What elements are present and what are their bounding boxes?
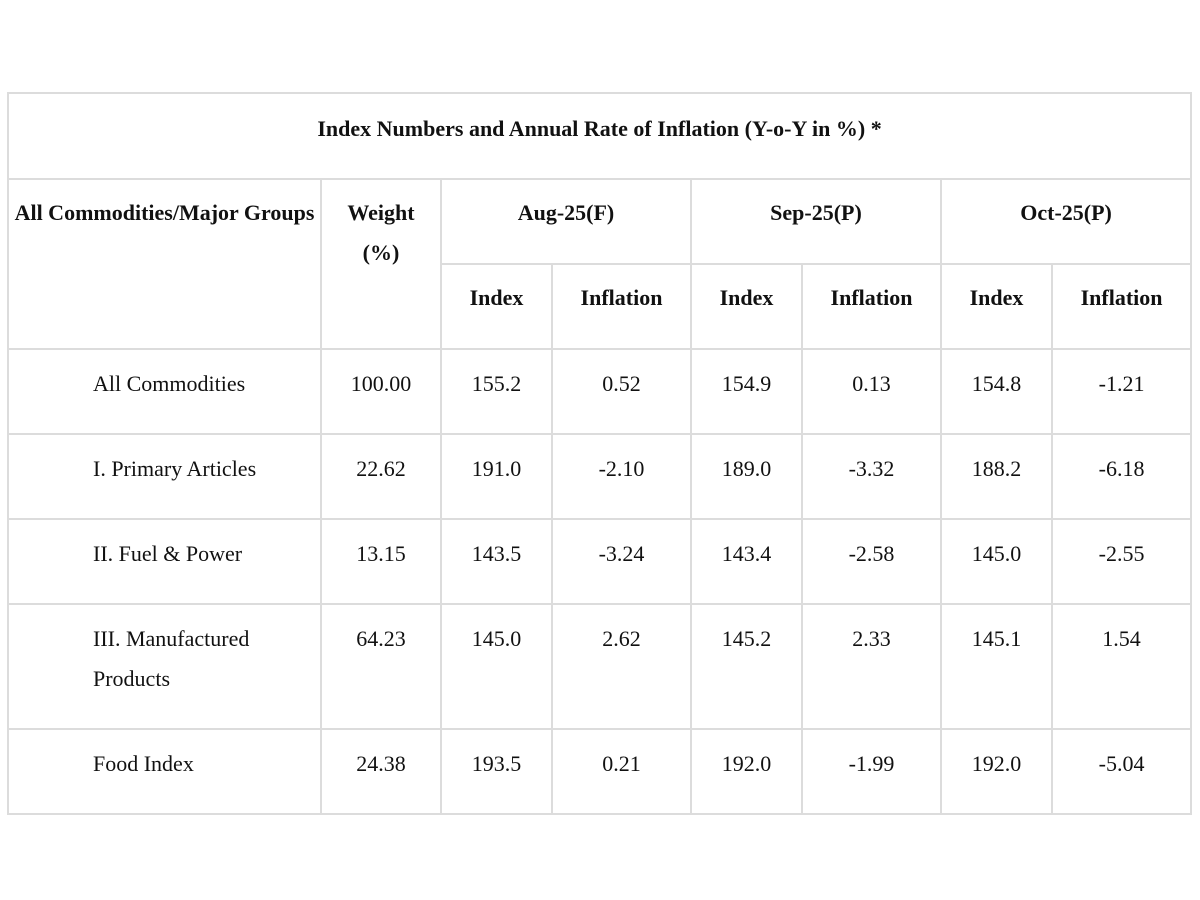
cell: 143.4 <box>690 518 803 605</box>
cell: 22.62 <box>320 433 442 520</box>
cell: 145.2 <box>690 603 803 730</box>
cell: -1.21 <box>1050 348 1193 435</box>
table-title: Index Numbers and Annual Rate of Inflati… <box>6 92 1193 180</box>
cell: -5.04 <box>1050 728 1193 815</box>
cell: 24.38 <box>320 728 442 815</box>
cell: 193.5 <box>440 728 553 815</box>
table-container: Index Numbers and Annual Rate of Inflati… <box>6 92 1193 815</box>
cell: -2.10 <box>551 433 692 520</box>
month-header: Oct-25(P) <box>939 178 1193 265</box>
cell: -2.58 <box>801 518 942 605</box>
cell: 1.54 <box>1050 603 1193 730</box>
month-header: Aug-25(F) <box>440 178 692 265</box>
cell: 145.0 <box>940 518 1053 605</box>
cell: 64.23 <box>320 603 442 730</box>
cell: 2.62 <box>551 603 692 730</box>
cell: -3.24 <box>551 518 692 605</box>
row-label: III. Manufactured Products <box>7 603 322 730</box>
cell: 192.0 <box>940 728 1053 815</box>
cell: 155.2 <box>440 348 553 435</box>
table-row: I. Primary Articles 22.62 191.0 -2.10 189.0-… <box>7 433 1193 520</box>
table-body: All Commodities 100.00 155.2 0.52 154.9 0.13 1… <box>7 348 1193 815</box>
cell: 154.8 <box>940 348 1053 435</box>
group-header: All Commodities/Major Groups <box>7 178 322 350</box>
cell: -2.55 <box>1050 518 1193 605</box>
cell: 0.13 <box>801 348 942 435</box>
cell: 154.9 <box>690 348 803 435</box>
table-row: All Commodities 100.00 155.2 0.52 154.9 0.13 1… <box>7 348 1193 435</box>
cell: 189.0 <box>690 433 803 520</box>
cell: 13.15 <box>320 518 442 605</box>
subheader: Index <box>690 263 803 350</box>
cell: 145.0 <box>440 603 553 730</box>
cell: 100.00 <box>320 348 442 435</box>
cell: 2.33 <box>801 603 942 730</box>
cell: 0.52 <box>551 348 692 435</box>
table-row: Food Index 24.38 193.5 0.21 192.0 -1.99 192.0-… <box>7 728 1193 815</box>
cell: 143.5 <box>440 518 553 605</box>
cell: -1.99 <box>801 728 942 815</box>
subheader-row: Index Inflation Index Inflation Index Inflati… <box>8 263 1193 350</box>
cell: 0.21 <box>551 728 692 815</box>
cell: 191.0 <box>440 433 553 520</box>
cell: 145.1 <box>940 603 1053 730</box>
subheader: Inflation <box>801 263 942 350</box>
weight-header: Weight (%) <box>347 200 415 265</box>
row-label: I. Primary Articles <box>7 433 322 520</box>
table-row: II. Fuel & Power 13.15 143.5 -3.24 143.4 -2.5… <box>7 518 1193 605</box>
subheader: Index <box>940 263 1053 350</box>
inflation-table: Index Numbers and Annual Rate of Inflati… <box>6 92 1193 815</box>
subheader: Inflation <box>1050 263 1193 350</box>
table-row: III. Manufactured Products 64.23 145.0 2.62… <box>7 603 1193 730</box>
row-label: All Commodities <box>7 348 322 435</box>
cell: 188.2 <box>940 433 1053 520</box>
row-label: Food Index <box>7 728 322 815</box>
cell: -6.18 <box>1050 433 1193 520</box>
subheader: Index <box>440 263 553 350</box>
weight-header-cell: Weight (%) <box>320 178 442 350</box>
month-header: Sep-25(P) <box>690 178 942 265</box>
cell: -3.32 <box>801 433 942 520</box>
subheader: Inflation <box>551 263 692 350</box>
cell: 192.0 <box>690 728 803 815</box>
row-label: II. Fuel & Power <box>7 518 322 605</box>
